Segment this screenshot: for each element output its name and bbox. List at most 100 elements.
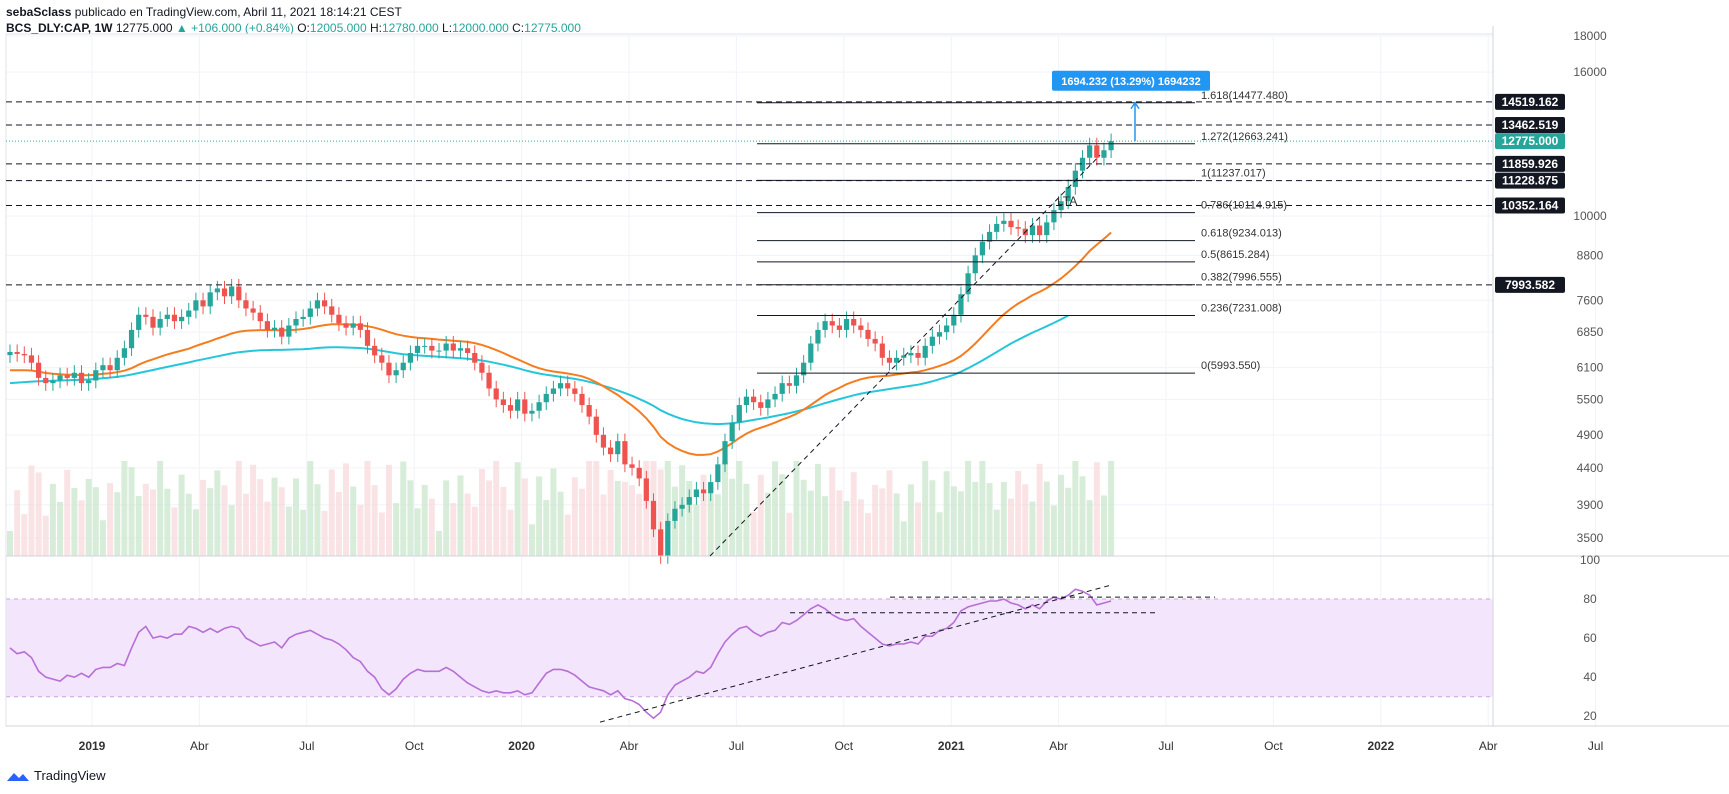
low-value: 12000.000 (452, 21, 509, 35)
volume-bar (493, 461, 500, 556)
volume-bar (536, 476, 543, 556)
volume-bar (979, 461, 986, 556)
volume-bar (235, 461, 242, 556)
volume-bar (107, 483, 114, 556)
volume-bar (586, 461, 593, 556)
candle-body (164, 314, 170, 319)
candle-body (379, 355, 385, 363)
ema-slow-line (9, 314, 1069, 426)
volume-bar (772, 461, 779, 556)
candle-body (100, 365, 106, 371)
volume-bar (800, 479, 807, 556)
candle-body (565, 383, 571, 389)
volume-bar (664, 461, 671, 556)
time-tick-label: Oct (1264, 739, 1283, 753)
volume-bar (872, 484, 879, 556)
candle-body (28, 355, 35, 363)
volume-bar (443, 480, 450, 556)
fib-level-label: 0.618(9234.013) (1201, 228, 1282, 240)
candle-body (93, 370, 99, 381)
candle-body (915, 352, 921, 358)
brand-name: TradingView (34, 768, 106, 783)
author-name: sebaSclass (6, 5, 72, 19)
candle-body (450, 343, 456, 351)
volume-bar (922, 461, 929, 556)
volume-bar (950, 486, 957, 556)
volume-bar (28, 465, 35, 556)
candle-body (622, 441, 628, 465)
candle-body (708, 482, 714, 494)
volume-bar (257, 479, 264, 556)
volume-bar (1015, 470, 1022, 556)
candle-body (922, 345, 928, 358)
indicator-lines (9, 231, 1112, 456)
candle-body (200, 300, 206, 307)
rsi-tick-label: 80 (1583, 592, 1597, 606)
candle-body (250, 308, 256, 313)
volume-bar (528, 524, 535, 556)
volume-bar (900, 521, 907, 556)
volume-bar (693, 504, 700, 556)
candle-body (822, 321, 828, 330)
candle-body (1037, 225, 1043, 236)
candle-body (1029, 225, 1036, 236)
candle-body (865, 329, 871, 339)
candle-body (994, 223, 1000, 232)
volume-bar (121, 461, 128, 556)
price-tick-label: 3500 (1577, 531, 1604, 545)
volume-bar (1079, 476, 1086, 556)
candle-body (1087, 145, 1093, 158)
volume-bar (478, 469, 485, 556)
volume-bar (750, 511, 757, 556)
candle-body (7, 352, 13, 356)
candle-body (1001, 220, 1007, 224)
volume-bar (42, 515, 49, 556)
candle-body (836, 325, 842, 330)
candle-body (457, 348, 464, 351)
candle-body (465, 348, 471, 353)
volume-bar (378, 512, 385, 556)
ema-fast-line (10, 231, 1112, 456)
close-label: C: (512, 21, 525, 35)
volume-bar (57, 501, 64, 556)
volume-bar (114, 492, 121, 556)
candle-body (722, 441, 728, 465)
candle-body (793, 375, 800, 386)
volume-bar (300, 509, 307, 556)
price-label: 14519.162 (1502, 95, 1559, 109)
candle-body (507, 405, 514, 411)
volume-bar (1022, 484, 1029, 556)
price-tick-label: 16000 (1573, 65, 1607, 79)
candle-body (729, 422, 735, 442)
volume-bar (135, 496, 142, 556)
rsi-band (6, 599, 1493, 697)
volume-bar (786, 512, 793, 556)
candle-body (264, 321, 270, 330)
candle-body (743, 396, 750, 406)
volume-bar (972, 481, 979, 556)
candle-body (550, 388, 556, 394)
volume-bar (157, 461, 164, 556)
time-tick-label: Jul (729, 739, 744, 753)
volume-bar (543, 499, 550, 556)
candle-body (843, 318, 850, 330)
volume-bar (421, 485, 428, 556)
candle-body (214, 288, 220, 293)
published-info: publicado en TradingView.com, Abril 11, … (74, 5, 402, 19)
candle-body (1015, 227, 1021, 229)
volume-bar (850, 472, 857, 556)
volume-bar (621, 481, 628, 556)
candle-body (1065, 186, 1071, 202)
candle-body (672, 508, 678, 521)
candle-body (357, 323, 363, 330)
volume-bar (1029, 501, 1036, 556)
candle-body (293, 318, 299, 326)
candle-body (529, 410, 535, 414)
volume-bar (743, 483, 750, 556)
tradingview-logo-icon (7, 772, 29, 781)
candle-body (951, 314, 957, 326)
candle-body (372, 345, 378, 356)
volume-bar (1050, 505, 1057, 556)
volume-bar (807, 490, 814, 556)
